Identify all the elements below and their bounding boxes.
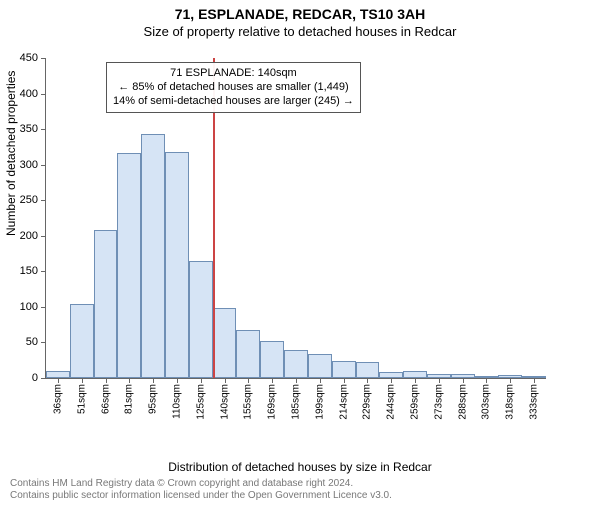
- xtick-label: 318sqm: [505, 384, 516, 420]
- xtick-label: 229sqm: [362, 384, 373, 420]
- xtick: [391, 378, 392, 383]
- xtick-label: 125sqm: [195, 384, 206, 420]
- ytick-label: 50: [26, 336, 38, 348]
- histogram-bar: [332, 361, 356, 378]
- ytick: [41, 129, 46, 130]
- xtick: [225, 378, 226, 383]
- title-main: 71, ESPLANADE, REDCAR, TS10 3AH: [0, 6, 600, 22]
- histogram-bar: [260, 341, 284, 378]
- xtick: [153, 378, 154, 383]
- histogram-bar: [46, 371, 70, 378]
- y-axis-label: Number of detached properties: [4, 71, 18, 236]
- xtick: [248, 378, 249, 383]
- histogram-bar: [94, 230, 118, 378]
- footer-line2: Contains public sector information licen…: [10, 490, 392, 502]
- xtick-label: 244sqm: [386, 384, 397, 420]
- footer-line1: Contains HM Land Registry data © Crown c…: [10, 478, 392, 490]
- ytick-label: 150: [20, 265, 38, 277]
- xtick: [415, 378, 416, 383]
- xtick-label: 214sqm: [338, 384, 349, 420]
- ytick-label: 0: [32, 372, 38, 384]
- ytick: [41, 165, 46, 166]
- ytick-label: 200: [20, 230, 38, 242]
- ytick-label: 450: [20, 52, 38, 64]
- histogram-bar: [141, 134, 165, 378]
- xtick: [106, 378, 107, 383]
- histogram-bar: [117, 153, 141, 378]
- xtick-label: 140sqm: [219, 384, 230, 420]
- annotation-box: 71 ESPLANADE: 140sqm← 85% of detached ho…: [106, 62, 361, 113]
- xtick: [510, 378, 511, 383]
- ytick-label: 250: [20, 194, 38, 206]
- xtick-label: 169sqm: [267, 384, 278, 420]
- xtick-label: 51sqm: [76, 384, 87, 414]
- chart-area: 05010015020025030035040045036sqm51sqm66s…: [45, 58, 575, 438]
- histogram-bar: [165, 152, 189, 378]
- xtick-label: 36sqm: [52, 384, 63, 414]
- ytick: [41, 378, 46, 379]
- ytick: [41, 200, 46, 201]
- xtick: [463, 378, 464, 383]
- ytick: [41, 58, 46, 59]
- xtick-label: 155sqm: [243, 384, 254, 420]
- histogram-bar: [403, 371, 427, 378]
- annotation-line2: ← 85% of detached houses are smaller (1,…: [113, 81, 354, 95]
- xtick-label: 288sqm: [457, 384, 468, 420]
- histogram-bar: [236, 330, 260, 378]
- xtick: [177, 378, 178, 383]
- xtick: [296, 378, 297, 383]
- xtick: [439, 378, 440, 383]
- xtick-label: 333sqm: [529, 384, 540, 420]
- xtick-label: 273sqm: [433, 384, 444, 420]
- xtick: [82, 378, 83, 383]
- x-axis-label: Distribution of detached houses by size …: [0, 460, 600, 474]
- ytick-label: 350: [20, 123, 38, 135]
- histogram-bar: [213, 308, 237, 378]
- xtick-label: 185sqm: [291, 384, 302, 420]
- xtick: [201, 378, 202, 383]
- title-sub: Size of property relative to detached ho…: [0, 24, 600, 39]
- ytick-label: 100: [20, 301, 38, 313]
- ytick: [41, 342, 46, 343]
- ytick: [41, 307, 46, 308]
- xtick-label: 81sqm: [124, 384, 135, 414]
- ytick-label: 300: [20, 159, 38, 171]
- xtick-label: 66sqm: [100, 384, 111, 414]
- xtick-label: 303sqm: [481, 384, 492, 420]
- histogram-bar: [70, 304, 94, 378]
- xtick: [486, 378, 487, 383]
- histogram-bar: [189, 261, 213, 378]
- xtick: [320, 378, 321, 383]
- plot-region: 05010015020025030035040045036sqm51sqm66s…: [45, 58, 546, 379]
- xtick-label: 110sqm: [171, 384, 182, 419]
- annotation-line1: 71 ESPLANADE: 140sqm: [113, 67, 354, 81]
- ytick: [41, 236, 46, 237]
- xtick: [344, 378, 345, 383]
- histogram-bar: [356, 362, 380, 378]
- ytick: [41, 94, 46, 95]
- xtick: [58, 378, 59, 383]
- footer-attribution: Contains HM Land Registry data © Crown c…: [10, 478, 392, 502]
- histogram-bar: [308, 354, 332, 378]
- xtick-label: 199sqm: [314, 384, 325, 420]
- xtick: [534, 378, 535, 383]
- ytick-label: 400: [20, 88, 38, 100]
- xtick: [367, 378, 368, 383]
- xtick-label: 259sqm: [410, 384, 421, 420]
- histogram-bar: [284, 350, 308, 378]
- ytick: [41, 271, 46, 272]
- xtick-label: 95sqm: [148, 384, 159, 414]
- xtick: [129, 378, 130, 383]
- annotation-line3: 14% of semi-detached houses are larger (…: [113, 95, 354, 109]
- xtick: [272, 378, 273, 383]
